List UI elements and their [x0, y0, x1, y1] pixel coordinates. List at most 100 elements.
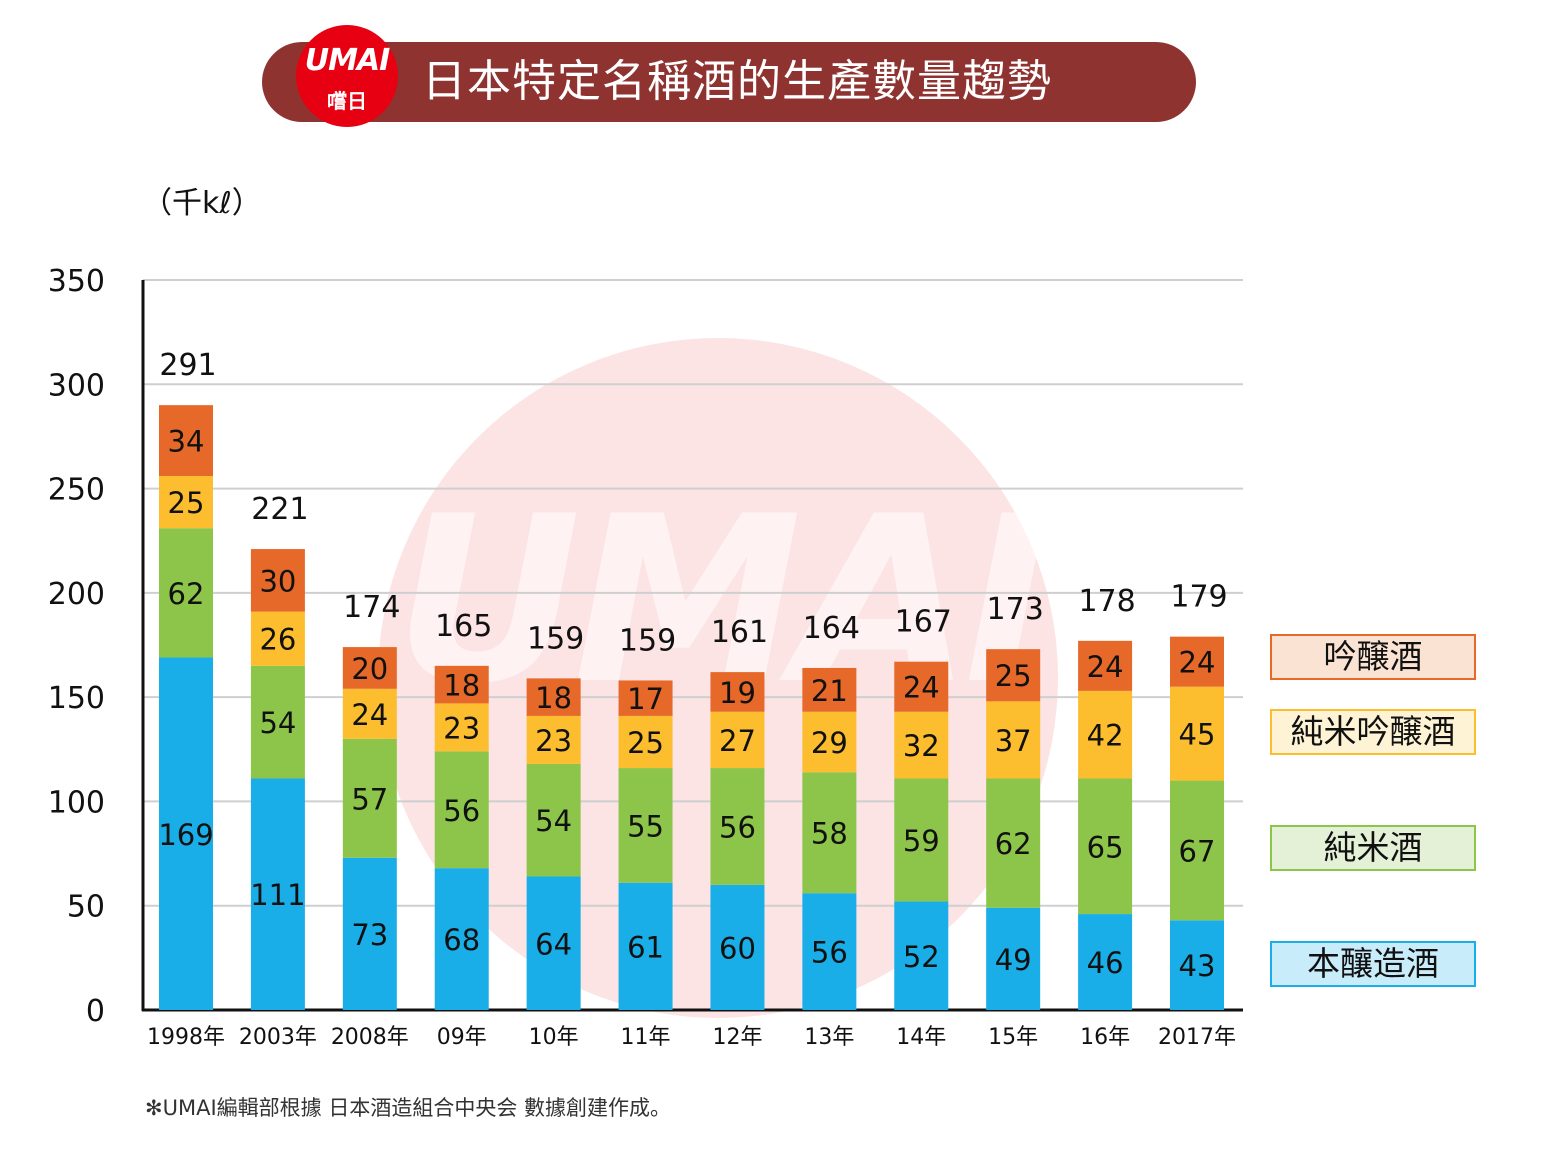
segment-value-label: 58 [811, 817, 848, 851]
bar-segment [342, 857, 397, 1010]
segment-value-label: 25 [995, 659, 1032, 693]
segment-value-label: 56 [443, 794, 480, 828]
x-tick-label: 15年 [988, 1025, 1038, 1050]
bar-segment [802, 711, 857, 773]
bar-segment [986, 649, 1041, 702]
bar-segment [618, 715, 673, 769]
segment-value-label: 56 [811, 936, 848, 970]
chart-title: 日本特定名稱酒的生產數量趨勢 [422, 56, 1052, 107]
bar-segment [986, 701, 1041, 779]
bar-segment [986, 778, 1041, 908]
bar-segment [894, 661, 949, 712]
segment-value-label: 43 [1179, 949, 1216, 983]
segment-value-label: 24 [903, 671, 940, 705]
x-tick-label: 13年 [804, 1025, 854, 1050]
x-tick-label: 2008年 [331, 1025, 409, 1050]
x-tick-label: 2003年 [239, 1025, 317, 1050]
bar-segment [710, 768, 765, 885]
total-value-label: 221 [251, 492, 308, 527]
segment-value-label: 68 [443, 923, 480, 957]
bar-segment [250, 549, 305, 612]
segment-value-label: 42 [1087, 719, 1124, 753]
bar-segment [250, 665, 305, 779]
segment-value-label: 27 [719, 724, 756, 758]
x-tick-label: 11年 [621, 1025, 671, 1050]
legend-item: 純米吟醸酒 [1270, 709, 1476, 755]
y-tick-label: 150 [48, 681, 105, 716]
legend-item: 純米酒 [1270, 825, 1476, 871]
total-value-label: 178 [1078, 584, 1135, 619]
bar-segment [434, 703, 489, 752]
segment-value-label: 52 [903, 940, 940, 974]
segment-value-label: 24 [1087, 650, 1124, 684]
umai-logo: UMAI 嚐日 [296, 25, 398, 127]
segment-value-label: 25 [627, 726, 664, 760]
y-axis-unit: （千kℓ） [142, 186, 262, 221]
bar-segment [894, 711, 949, 779]
y-tick-label: 200 [48, 577, 105, 612]
segment-value-label: 64 [535, 927, 572, 961]
bar-segment [618, 768, 673, 883]
bar-segment [526, 678, 581, 716]
segment-value-label: 19 [719, 676, 756, 710]
total-value-label: 291 [159, 348, 216, 383]
bar-segment [1078, 914, 1133, 1010]
bar-segment [802, 893, 857, 1010]
bar-segment [526, 876, 581, 1010]
segment-value-label: 67 [1179, 834, 1216, 868]
x-tick-label: 10年 [529, 1025, 579, 1050]
segment-value-label: 49 [995, 943, 1032, 977]
bar-segment [618, 882, 673, 1010]
x-tick-label: 12年 [712, 1025, 762, 1050]
bar-segment [894, 778, 949, 902]
bar-segment [342, 738, 397, 858]
bar-segment [802, 667, 857, 712]
segment-value-label: 46 [1087, 946, 1124, 980]
segment-value-label: 30 [259, 564, 296, 598]
legend-item: 本釀造酒 [1270, 941, 1476, 987]
bar-segment [1078, 690, 1133, 779]
segment-value-label: 45 [1179, 718, 1216, 752]
logo-subtext: 嚐日 [327, 89, 367, 113]
segment-value-label: 54 [535, 804, 572, 838]
segment-value-label: 24 [1179, 646, 1216, 680]
bar-segment [526, 763, 581, 877]
segment-value-label: 169 [158, 818, 213, 852]
bar-segment [710, 711, 765, 769]
segment-value-label: 57 [351, 782, 388, 816]
bar-segment [434, 665, 489, 704]
segment-value-label: 26 [259, 623, 296, 657]
x-tick-label: 2017年 [1158, 1025, 1236, 1050]
segment-value-label: 59 [903, 824, 940, 858]
segment-value-label: 18 [535, 681, 572, 715]
segment-value-label: 23 [443, 711, 480, 745]
x-tick-label: 14年 [896, 1025, 946, 1050]
bar-segment [250, 778, 305, 1010]
segment-value-label: 55 [627, 809, 664, 843]
total-value-label: 164 [803, 611, 860, 646]
segment-value-label: 25 [168, 486, 205, 520]
x-tick-label: 09年 [437, 1025, 487, 1050]
bar-segment [986, 907, 1041, 1010]
bar-segment [526, 715, 581, 764]
legend-item: 吟醸酒 [1270, 634, 1476, 680]
segment-value-label: 111 [250, 878, 305, 912]
segment-value-label: 23 [535, 724, 572, 758]
total-value-label: 165 [435, 609, 492, 644]
bar-segment [434, 868, 489, 1010]
bar-segment [1170, 920, 1224, 1010]
bar-segment [159, 405, 213, 477]
segment-value-label: 61 [627, 930, 664, 964]
bar-segment [894, 901, 949, 1010]
title-bar [262, 42, 1196, 122]
segment-value-label: 29 [811, 726, 848, 760]
bar-segment [250, 611, 305, 666]
segment-value-label: 37 [995, 724, 1032, 758]
y-tick-label: 300 [48, 368, 105, 403]
bar-segment [159, 476, 213, 529]
y-tick-label: 100 [48, 785, 105, 820]
segment-value-label: 73 [351, 918, 388, 952]
bar-segment [342, 688, 397, 739]
bar-segment [342, 647, 397, 689]
